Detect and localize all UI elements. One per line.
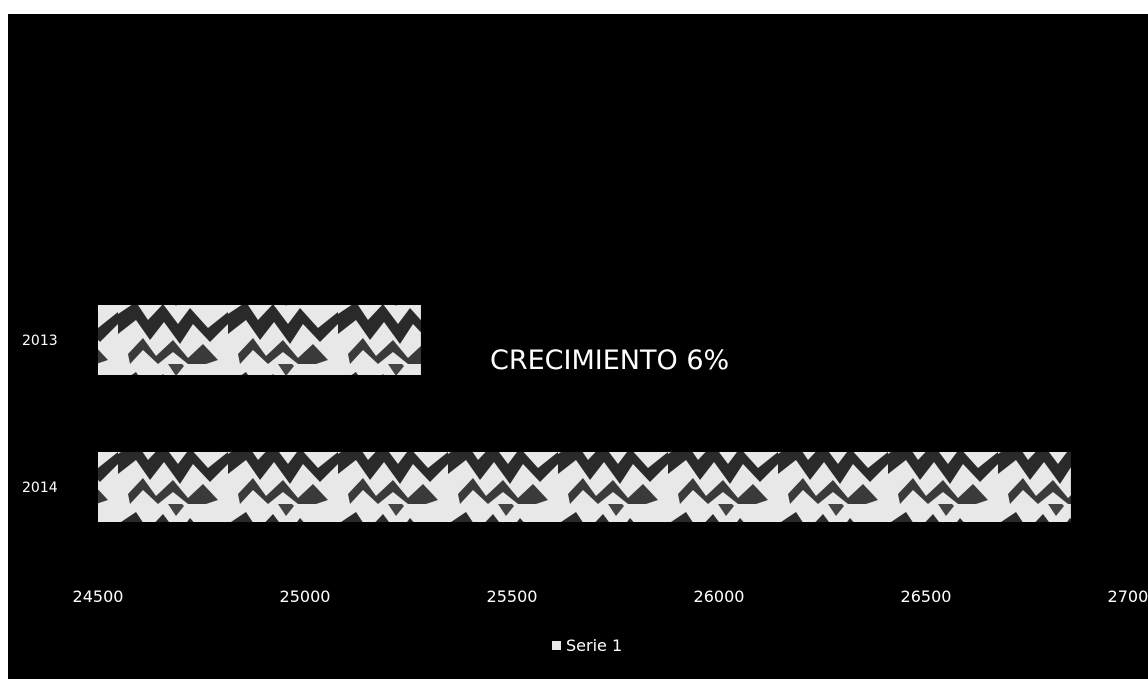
category-label-2014: 2014 [22,480,58,496]
x-tick-label: 24500 [73,587,124,606]
x-tick-label: 25000 [280,587,331,606]
legend: Serie 1 [552,636,622,655]
x-tick-label: 26000 [694,587,745,606]
category-label-2013: 2013 [22,333,58,349]
legend-swatch [552,641,561,650]
x-tick-label: 26500 [901,587,952,606]
x-tick-label: 27000 [1108,587,1148,606]
x-tick-label: 25500 [487,587,538,606]
legend-label: Serie 1 [566,636,622,655]
growth-annotation: CRECIMIENTO 6% [490,345,729,376]
bar-2014 [98,452,1071,522]
bar-2013 [98,305,421,375]
